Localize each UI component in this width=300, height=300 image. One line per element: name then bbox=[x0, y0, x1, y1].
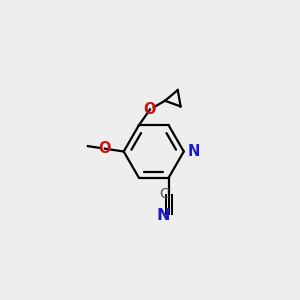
Text: O: O bbox=[144, 102, 156, 117]
Text: N: N bbox=[157, 208, 170, 223]
Text: C: C bbox=[159, 187, 169, 201]
Text: O: O bbox=[99, 141, 111, 156]
Text: N: N bbox=[188, 144, 200, 159]
